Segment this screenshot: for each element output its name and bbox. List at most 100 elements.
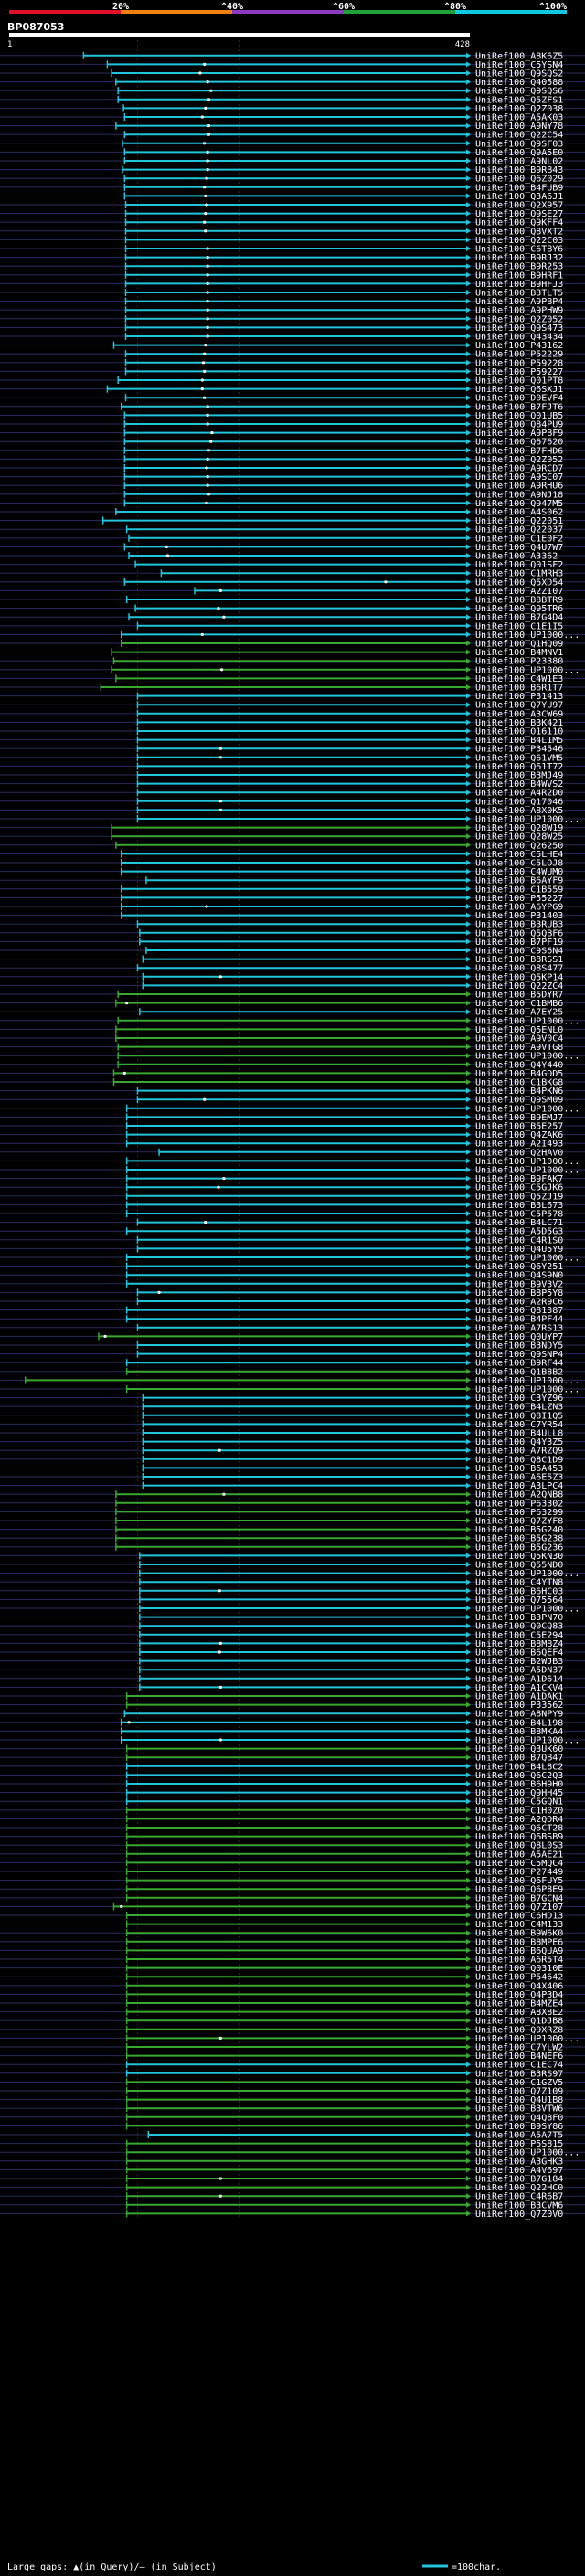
hit-end-arrow bbox=[466, 500, 471, 506]
gap-marker bbox=[207, 98, 210, 101]
hit-name: UniRef100_UP1000... bbox=[475, 1104, 580, 1114]
hit-end-arrow bbox=[466, 1772, 471, 1778]
hit-name: UniRef100_B7FJT6 bbox=[475, 402, 563, 412]
hit-row: UniRef100_B8P5Y8 bbox=[0, 1288, 585, 1299]
gap-marker bbox=[218, 2177, 222, 2180]
hit-end-arrow bbox=[466, 2035, 471, 2041]
gap-marker bbox=[219, 668, 224, 672]
hit-name: UniRef100_C5LOJ8 bbox=[475, 859, 563, 869]
hit-name: UniRef100_Q4U5Y9 bbox=[475, 1245, 563, 1255]
hit-row: UniRef100_P23380 bbox=[0, 657, 585, 667]
hit-end-arrow bbox=[466, 509, 471, 514]
hit-row: UniRef100_A9PBF9 bbox=[0, 429, 585, 439]
hit-end-arrow bbox=[466, 1579, 471, 1585]
hit-end-arrow bbox=[466, 1606, 471, 1611]
hit-row: UniRef100_C5LOJ8 bbox=[0, 859, 585, 869]
hit-name: UniRef100_Q22051 bbox=[475, 516, 563, 526]
hit-name: UniRef100_Q5ENL0 bbox=[475, 1025, 563, 1035]
hit-name: UniRef100_C5GJK6 bbox=[475, 1183, 563, 1193]
hit-name: UniRef100_A8X0K5 bbox=[475, 806, 563, 816]
hit-end-arrow bbox=[466, 1289, 471, 1296]
hit-end-arrow bbox=[466, 948, 471, 953]
hit-end-arrow bbox=[466, 746, 471, 752]
hit-end-arrow bbox=[466, 1860, 471, 1866]
hit-row: UniRef100_B6HC03 bbox=[0, 1586, 585, 1596]
hit-name: UniRef100_Q6BSB9 bbox=[475, 1832, 563, 1842]
hit-name: UniRef100_C4R1S0 bbox=[475, 1235, 563, 1246]
gap-marker bbox=[206, 159, 209, 163]
hit-name: UniRef100_C1EC74 bbox=[475, 2061, 563, 2071]
gap-marker bbox=[165, 545, 168, 549]
hit-row: UniRef100_B3VTW6 bbox=[0, 2104, 585, 2115]
hit-end-arrow bbox=[466, 614, 471, 620]
hit-end-arrow bbox=[466, 1456, 471, 1462]
hit-row: UniRef100_A9SC07 bbox=[0, 472, 585, 482]
hit-name: UniRef100_A7RZQ9 bbox=[475, 1447, 563, 1457]
hit-row: UniRef100_Q9S473 bbox=[0, 323, 585, 334]
hit-end-arrow bbox=[466, 61, 471, 68]
hit-name: UniRef100_B8BTR9 bbox=[475, 596, 563, 606]
hit-row: UniRef100_Q22C54 bbox=[0, 131, 585, 141]
gap-marker bbox=[205, 176, 208, 180]
hit-name: UniRef100_Q0UYP7 bbox=[475, 1332, 563, 1342]
hit-row: UniRef100_P54642 bbox=[0, 1973, 585, 1983]
hit-name: UniRef100_A5D5G3 bbox=[475, 1227, 563, 1237]
hit-name: UniRef100_Q22C03 bbox=[475, 236, 563, 246]
hit-row: UniRef100_P55227 bbox=[0, 894, 585, 904]
hit-end-arrow bbox=[466, 324, 471, 331]
hit-end-arrow bbox=[466, 1149, 471, 1155]
hit-row: UniRef100_A8K6Z5 bbox=[0, 51, 585, 61]
hit-name: UniRef100_A9SC07 bbox=[475, 472, 563, 482]
hit-end-arrow bbox=[466, 246, 471, 251]
hit-row: UniRef100_B9HFJ3 bbox=[0, 280, 585, 290]
hit-name: UniRef100_Q4Y440 bbox=[475, 1060, 563, 1070]
hit-name: UniRef100_B4LZN3 bbox=[475, 1403, 563, 1413]
hit-row: UniRef100_Q17046 bbox=[0, 797, 585, 807]
hit-end-arrow bbox=[466, 790, 471, 796]
hit-name: UniRef100_Q61VM5 bbox=[475, 753, 563, 763]
hit-row: UniRef100_A9VTG8 bbox=[0, 1043, 585, 1053]
hit-row: UniRef100_Q5QBF6 bbox=[0, 928, 585, 938]
hit-name: UniRef100_A9PHW9 bbox=[475, 306, 563, 316]
hit-name: UniRef100_B7QB47 bbox=[475, 1754, 563, 1764]
hit-end-arrow bbox=[466, 491, 471, 497]
hit-row: UniRef100_Q22C03 bbox=[0, 236, 585, 246]
hit-name: UniRef100_Q28W25 bbox=[475, 832, 563, 843]
hit-row: UniRef100_B4WVS2 bbox=[0, 779, 585, 790]
hit-row: UniRef100_A9RCD7 bbox=[0, 464, 585, 474]
hit-end-arrow bbox=[466, 1105, 471, 1111]
hit-row: UniRef100_B4FUB9 bbox=[0, 183, 585, 193]
hit-end-arrow bbox=[466, 929, 471, 936]
gap-marker bbox=[205, 466, 208, 470]
hit-end-arrow bbox=[466, 1026, 471, 1033]
hit-row: UniRef100_Q6BSB9 bbox=[0, 1832, 585, 1842]
gap-marker bbox=[203, 369, 207, 373]
hit-name: UniRef100_Q22C54 bbox=[475, 131, 563, 141]
gap-marker bbox=[200, 632, 204, 637]
hit-row: UniRef100_Q7ZYF8 bbox=[0, 1517, 585, 1527]
gap-marker bbox=[218, 975, 222, 979]
hit-end-arrow bbox=[466, 1009, 471, 1015]
hit-end-arrow bbox=[466, 1114, 471, 1120]
hit-row: UniRef100_Q22037 bbox=[0, 525, 585, 535]
hit-row: UniRef100_B5E257 bbox=[0, 1122, 585, 1132]
hit-name: UniRef100_A1D614 bbox=[475, 1674, 563, 1684]
hit-row: UniRef100_A2QDR4 bbox=[0, 1815, 585, 1825]
hit-row: UniRef100_Q4P3D4 bbox=[0, 1990, 585, 2000]
hit-row: UniRef100_Q1DJB8 bbox=[0, 2017, 585, 2027]
hit-name: UniRef100_B4LC71 bbox=[475, 1218, 563, 1228]
hit-row: UniRef100_UP1000... bbox=[0, 2148, 585, 2158]
hit-end-arrow bbox=[466, 824, 471, 831]
hit-end-arrow bbox=[466, 2079, 471, 2085]
hit-end-arrow bbox=[466, 526, 471, 533]
hit-end-arrow bbox=[466, 666, 471, 673]
hit-row: UniRef100_P59228 bbox=[0, 358, 585, 368]
hit-end-arrow bbox=[466, 1553, 471, 1559]
hit-row: UniRef100_B5DYR7 bbox=[0, 991, 585, 1001]
hit-name: UniRef100_B4NEF6 bbox=[475, 2051, 563, 2062]
hit-row: UniRef100_B8MPE6 bbox=[0, 1937, 585, 1947]
hit-end-arrow bbox=[466, 2193, 471, 2200]
hit-row: UniRef100_Q61VM5 bbox=[0, 753, 585, 763]
hit-row: UniRef100_Q7Z109 bbox=[0, 2087, 585, 2097]
hit-row: UniRef100_UP1000... bbox=[0, 631, 585, 641]
